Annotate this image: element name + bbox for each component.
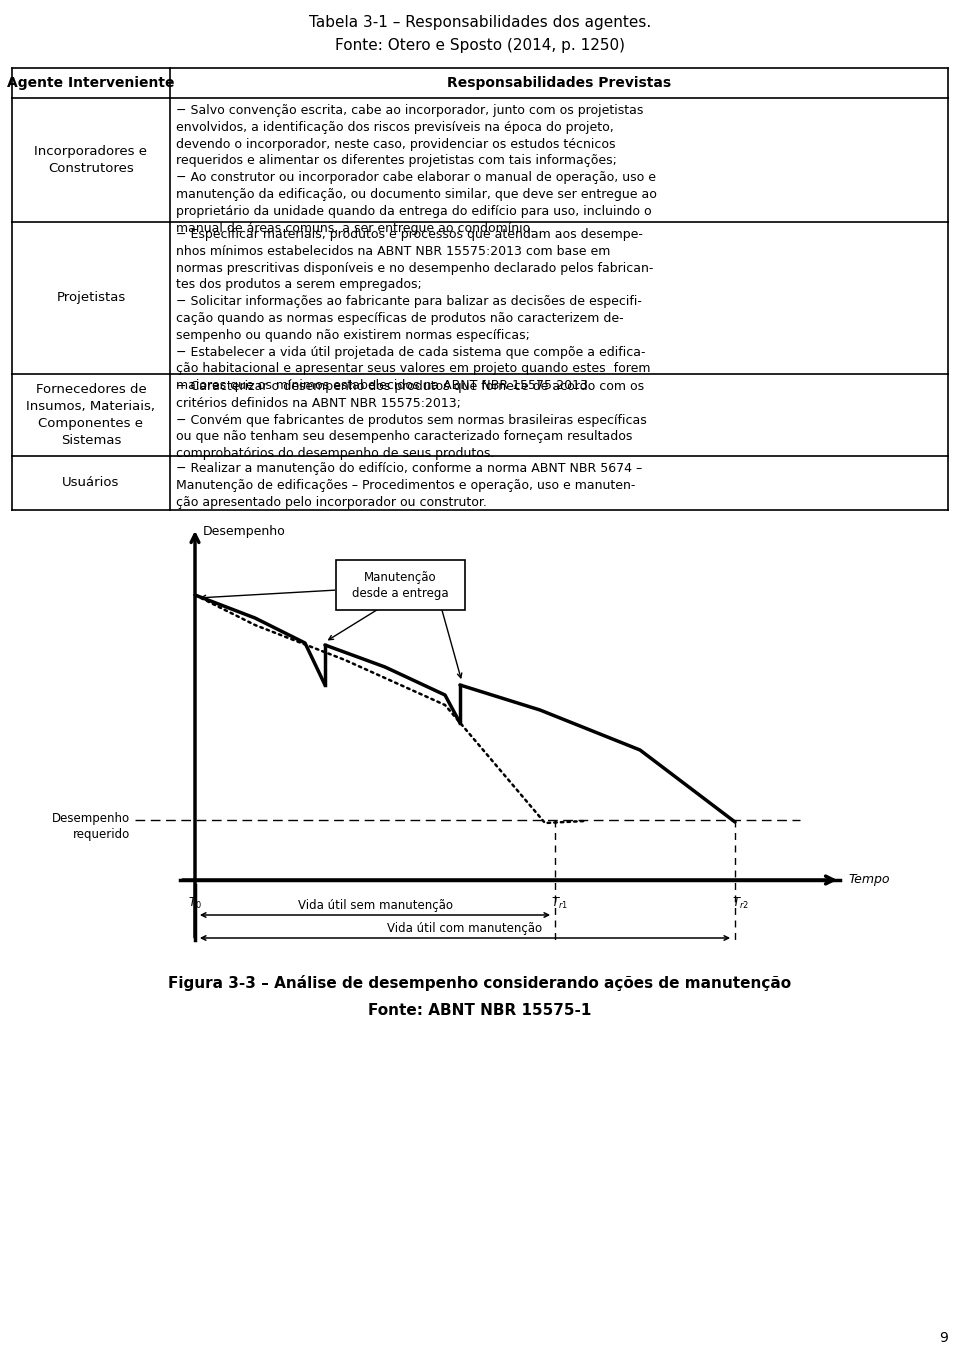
Text: Desempenho: Desempenho (203, 525, 286, 537)
Text: Tempo: Tempo (848, 874, 890, 886)
FancyBboxPatch shape (335, 560, 465, 611)
Text: Agente Interveniente: Agente Interveniente (8, 76, 175, 90)
Text: Incorporadores e
Construtores: Incorporadores e Construtores (35, 145, 148, 175)
Text: Projetistas: Projetistas (57, 292, 126, 304)
Text: Tabela 3-1 – Responsabilidades dos agentes.: Tabela 3-1 – Responsabilidades dos agent… (309, 15, 651, 30)
Text: Responsabilidades Previstas: Responsabilidades Previstas (447, 76, 671, 90)
Text: − Caracterizar o desempenho dos produtos que fornece de acordo com os
critérios : − Caracterizar o desempenho dos produtos… (176, 380, 647, 460)
Text: Manutenção
desde a entrega: Manutenção desde a entrega (351, 570, 448, 600)
Text: − Salvo convenção escrita, cabe ao incorporador, junto com os projetistas
envolv: − Salvo convenção escrita, cabe ao incor… (176, 104, 657, 235)
Text: Vida útil sem manutenção: Vida útil sem manutenção (298, 898, 452, 912)
Text: 9: 9 (939, 1331, 948, 1345)
Text: Fornecedores de
Insumos, Materiais,
Componentes e
Sistemas: Fornecedores de Insumos, Materiais, Comp… (27, 383, 156, 446)
Text: − Realizar a manutenção do edifício, conforme a norma ABNT NBR 5674 –
Manutenção: − Realizar a manutenção do edifício, con… (176, 461, 642, 509)
Text: $T_{r2}$: $T_{r2}$ (732, 896, 749, 911)
Text: Vida útil com manutenção: Vida útil com manutenção (388, 921, 542, 935)
Text: Fonte: Otero e Sposto (2014, p. 1250): Fonte: Otero e Sposto (2014, p. 1250) (335, 38, 625, 53)
Text: $T_0$: $T_0$ (188, 896, 202, 911)
Text: − Especificar materiais, produtos e processos que atendam aos desempe-
nhos míni: − Especificar materiais, produtos e proc… (176, 228, 654, 392)
Text: $T_{r1}$: $T_{r1}$ (551, 896, 568, 911)
Text: Fonte: ABNT NBR 15575-1: Fonte: ABNT NBR 15575-1 (369, 1003, 591, 1018)
Text: Desempenho
requerido: Desempenho requerido (52, 811, 130, 841)
Text: Usuários: Usuários (62, 476, 120, 490)
Text: Figura 3-3 – Análise de desempenho considerando ações de manutenção: Figura 3-3 – Análise de desempenho consi… (168, 974, 792, 991)
